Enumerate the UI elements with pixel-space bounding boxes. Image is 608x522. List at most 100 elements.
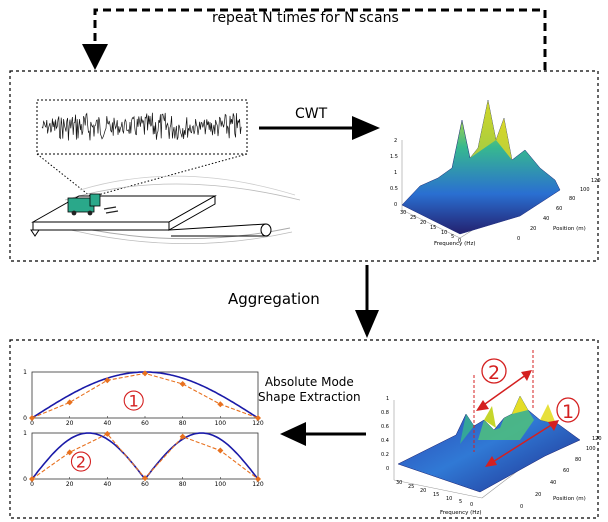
surface-mode-2-marker: 2 <box>473 350 534 452</box>
y-tick-label: 0 <box>23 476 27 483</box>
estimated-point <box>142 370 148 377</box>
top-pos-ticks: 0 20 40 60 80 100 120 <box>517 178 601 242</box>
estimated-point <box>66 399 73 406</box>
estimated-point <box>179 380 186 387</box>
z-tick: 0.2 <box>381 452 389 458</box>
freq-tick: 30 <box>396 480 402 486</box>
pos-tick: 20 <box>530 226 536 232</box>
x-tick-label: 0 <box>30 481 34 488</box>
x-tick-label: 60 <box>141 481 149 488</box>
estimated-point <box>255 476 261 482</box>
pos-tick: 40 <box>550 480 556 486</box>
freq-tick: 25 <box>410 215 416 221</box>
pos-tick: 100 <box>586 446 596 452</box>
feedback-loop-arrow <box>82 8 547 70</box>
pos-tick: 0 <box>520 504 523 510</box>
z-tick: 1 <box>394 170 397 176</box>
vibration-signal-trace <box>41 112 242 141</box>
freq-tick: 10 <box>446 496 452 502</box>
freq-tick: 15 <box>433 492 439 498</box>
freq-tick: 5 <box>459 499 462 505</box>
plot-frame <box>31 371 259 419</box>
pos-tick: 60 <box>556 206 562 212</box>
freq-tick: 0 <box>470 502 473 508</box>
acquisition-box <box>9 70 599 262</box>
top-freq-ticks: 30 25 20 15 10 5 0 <box>400 210 461 244</box>
pos-tick: 80 <box>569 196 575 202</box>
estimated-point <box>142 475 148 482</box>
estimated-point <box>104 430 111 437</box>
mode-2-number: 2 <box>488 362 500 384</box>
freq-tick: 20 <box>420 488 426 494</box>
extraction-arrow <box>280 422 366 446</box>
bottom-freq-ticks: 30 25 20 15 10 5 0 <box>396 480 473 508</box>
surface-mode-1-marker: 1 <box>485 397 580 467</box>
z-tick: 1.5 <box>390 154 398 160</box>
estimated-point <box>217 401 224 408</box>
x-tick-label: 0 <box>30 420 34 427</box>
estimated-point <box>217 447 224 454</box>
x-tick-label: 20 <box>66 481 74 488</box>
pos-tick: 40 <box>543 216 549 222</box>
top-x-axis-label: Frequency (Hz) <box>434 241 475 247</box>
results-box <box>9 339 599 519</box>
y-tick-label: 1 <box>23 369 27 376</box>
freq-tick: 30 <box>400 210 406 216</box>
estimated-point <box>179 433 186 440</box>
bottom-x-axis-label: Frequency (Hz) <box>440 510 481 516</box>
mode-circle-marker <box>70 451 92 472</box>
aggregated-surface-bottom <box>393 395 581 499</box>
x-tick-label: 100 <box>215 420 227 427</box>
pos-tick: 120 <box>591 178 601 184</box>
freq-tick: 5 <box>451 234 454 240</box>
top-y-axis-label: Position (m) <box>553 226 586 232</box>
z-tick: 0 <box>386 466 389 472</box>
y-tick-label: 1 <box>23 430 27 437</box>
mode-extraction-line-1: Absolute Mode <box>264 375 354 389</box>
cwt-label: CWT <box>295 106 328 122</box>
mode-extraction-label: Absolute Mode Shape Extraction <box>258 375 361 405</box>
vehicle-icon <box>67 193 119 216</box>
z-tick: 0.6 <box>381 424 389 430</box>
freq-tick: 25 <box>408 484 414 490</box>
top-z-ticks: 2 1.5 1 0.5 0 <box>390 138 398 208</box>
aggregation-arrow <box>355 265 379 338</box>
freq-tick: 20 <box>420 220 426 226</box>
estimated-point <box>29 415 35 421</box>
pos-tick: 80 <box>575 457 581 463</box>
estimated-point <box>29 476 35 482</box>
freq-tick: 0 <box>458 238 461 244</box>
z-tick: 1 <box>386 396 389 402</box>
aggregation-label: Aggregation <box>228 290 320 308</box>
freq-tick: 10 <box>441 230 447 236</box>
z-tick: 0.4 <box>381 438 389 444</box>
mode-extraction-line-2: Shape Extraction <box>258 390 361 404</box>
y-tick-label: 0 <box>23 415 27 422</box>
pos-tick: 120 <box>592 436 602 442</box>
mode-number-label: 1 <box>129 392 139 411</box>
bottom-z-ticks: 1 0.8 0.6 0.4 0.2 0 <box>381 396 389 472</box>
z-tick: 0.8 <box>381 410 389 416</box>
x-tick-label: 40 <box>104 420 112 427</box>
z-tick: 2 <box>394 138 397 144</box>
x-tick-label: 40 <box>104 481 112 488</box>
loop-label: repeat N times for N scans <box>212 10 399 26</box>
x-tick-label: 60 <box>141 420 149 427</box>
plot-frame <box>31 432 259 480</box>
z-tick: 0.5 <box>390 186 398 192</box>
estimated-point <box>104 377 111 384</box>
x-tick-label: 80 <box>179 481 187 488</box>
mode-number-label: 2 <box>76 453 86 472</box>
pos-tick: 60 <box>563 468 569 474</box>
bottom-pos-ticks: 0 20 40 60 80 100 120 <box>520 436 602 510</box>
cwt-surface-top <box>401 99 561 239</box>
mode-1-number: 1 <box>562 401 574 423</box>
cwt-arrow <box>259 116 380 140</box>
x-tick-label: 80 <box>179 420 187 427</box>
signal-inset-box <box>36 99 248 155</box>
x-tick-label: 100 <box>215 481 227 488</box>
x-tick-label: 120 <box>252 481 264 488</box>
freq-tick: 15 <box>430 225 436 231</box>
